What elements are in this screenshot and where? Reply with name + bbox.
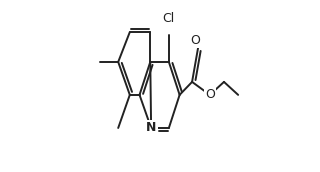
Text: O: O xyxy=(191,34,201,47)
Text: Cl: Cl xyxy=(163,12,175,25)
Text: O: O xyxy=(205,88,215,101)
Text: N: N xyxy=(146,121,156,135)
